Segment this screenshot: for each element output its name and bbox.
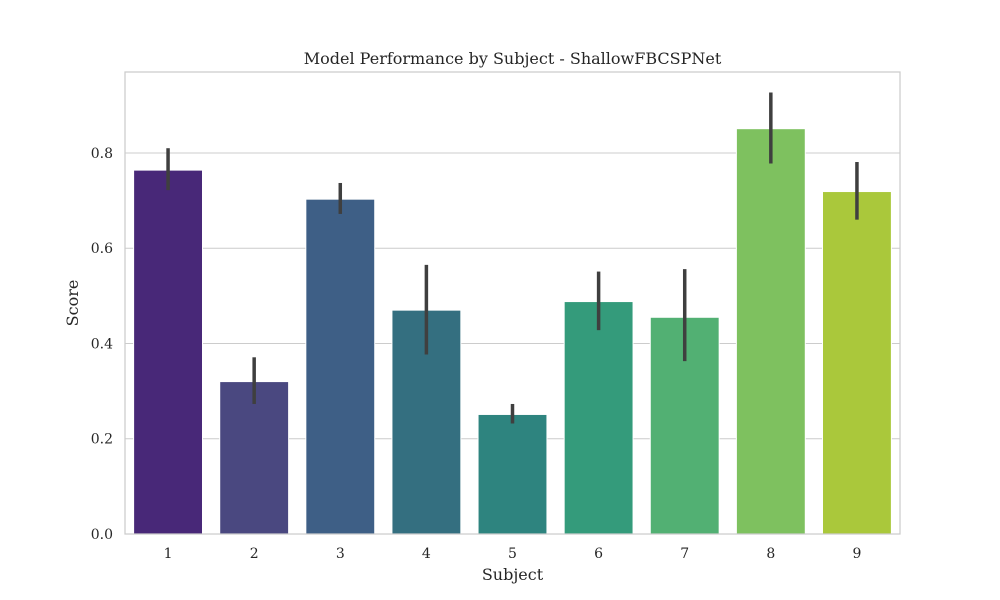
y-tick-label: 0.0 [91, 527, 113, 543]
x-tick-label: 2 [250, 546, 259, 562]
x-tick-label: 6 [594, 546, 603, 562]
x-axis-ticks: 1 2 3 4 5 6 7 8 9 [164, 546, 862, 562]
bar-subject-6 [563, 301, 634, 535]
bar-subject-5 [477, 413, 548, 535]
y-tick-label: 0.4 [91, 336, 113, 352]
chart-title: Model Performance by Subject - ShallowFB… [304, 49, 722, 68]
y-axis-ticks: 0.0 0.2 0.4 0.6 0.8 [91, 146, 113, 543]
x-tick-label: 7 [680, 546, 689, 562]
bar-subject-1 [133, 169, 203, 535]
y-tick-label: 0.2 [91, 432, 113, 448]
bar-subject-2 [219, 381, 290, 535]
error-bars [166, 92, 859, 424]
bar-subject-3 [305, 198, 376, 535]
x-tick-label: 3 [336, 546, 345, 562]
bar-subject-8 [735, 128, 806, 535]
x-axis-label: Subject [482, 565, 544, 584]
x-tick-label: 5 [508, 546, 517, 562]
x-tick-label: 9 [852, 546, 861, 562]
y-axis-label: Score [63, 280, 82, 327]
x-tick-label: 1 [164, 546, 173, 562]
x-tick-label: 8 [766, 546, 775, 562]
bar-subject-9 [822, 191, 892, 535]
plot-area-frame [124, 71, 901, 535]
x-tick-label: 4 [422, 546, 431, 562]
y-tick-label: 0.8 [91, 146, 113, 162]
y-tick-label: 0.6 [91, 241, 113, 257]
bars [133, 128, 892, 535]
